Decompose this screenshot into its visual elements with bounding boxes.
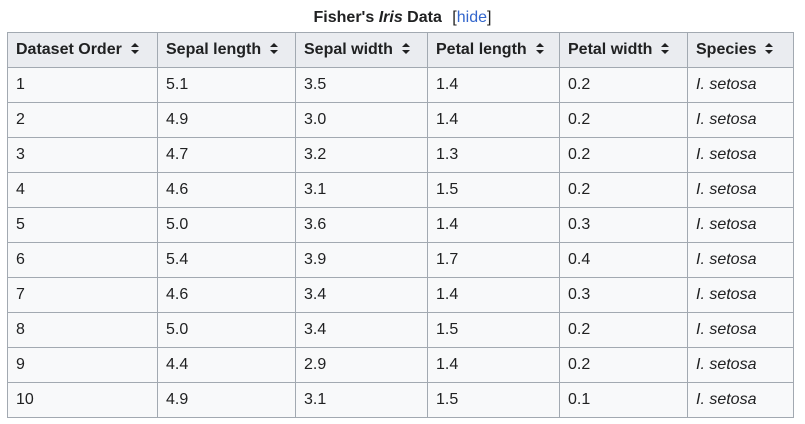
cell-petal-length: 1.4 xyxy=(427,207,560,243)
cell-sepal-width: 3.1 xyxy=(295,172,428,208)
cell-petal-width: 0.4 xyxy=(559,242,688,278)
cell-sepal-length: 4.4 xyxy=(157,347,296,383)
table-row: 6 5.4 3.9 1.7 0.4 I. setosa xyxy=(7,242,794,278)
table-row: 1 5.1 3.5 1.4 0.2 I. setosa xyxy=(7,67,794,103)
table-row: 5 5.0 3.6 1.4 0.3 I. setosa xyxy=(7,207,794,243)
sort-arrows-icon xyxy=(535,43,544,55)
hide-toggle: [hide] xyxy=(452,9,491,26)
caption-italic-iris: Iris xyxy=(378,9,403,26)
cell-petal-length: 1.4 xyxy=(427,67,560,103)
column-header-label: Dataset Order xyxy=(16,41,122,58)
table-row: 10 4.9 3.1 1.5 0.1 I. setosa xyxy=(7,382,794,418)
cell-petal-length: 1.5 xyxy=(427,172,560,208)
cell-species: I. setosa xyxy=(687,172,794,208)
cell-petal-length: 1.5 xyxy=(427,382,560,418)
table-body: 1 5.1 3.5 1.4 0.2 I. setosa 2 4.9 3.0 1.… xyxy=(7,67,794,418)
cell-sepal-width: 3.0 xyxy=(295,102,428,138)
cell-petal-width: 0.2 xyxy=(559,347,688,383)
column-header-label: Sepal width xyxy=(304,41,393,58)
cell-sepal-length: 4.7 xyxy=(157,137,296,173)
hide-bracket-close: ] xyxy=(487,9,492,26)
table-row: 7 4.6 3.4 1.4 0.3 I. setosa xyxy=(7,277,794,313)
cell-dataset-order: 8 xyxy=(7,312,158,348)
cell-petal-width: 0.2 xyxy=(559,137,688,173)
cell-petal-length: 1.7 xyxy=(427,242,560,278)
column-header-label: Species xyxy=(696,41,757,58)
column-header-sepal-length[interactable]: Sepal length xyxy=(157,32,296,68)
cell-sepal-length: 5.0 xyxy=(157,312,296,348)
cell-dataset-order: 1 xyxy=(7,67,158,103)
column-header-sepal-width[interactable]: Sepal width xyxy=(295,32,428,68)
cell-dataset-order: 7 xyxy=(7,277,158,313)
cell-dataset-order: 5 xyxy=(7,207,158,243)
cell-sepal-width: 3.2 xyxy=(295,137,428,173)
cell-sepal-width: 3.5 xyxy=(295,67,428,103)
table-row: 3 4.7 3.2 1.3 0.2 I. setosa xyxy=(7,137,794,173)
cell-petal-length: 1.4 xyxy=(427,277,560,313)
cell-sepal-length: 4.6 xyxy=(157,277,296,313)
cell-species: I. setosa xyxy=(687,67,794,103)
column-header-petal-width[interactable]: Petal width xyxy=(559,32,688,68)
sort-arrows-icon xyxy=(130,43,139,55)
cell-dataset-order: 3 xyxy=(7,137,158,173)
cell-dataset-order: 4 xyxy=(7,172,158,208)
cell-species: I. setosa xyxy=(687,242,794,278)
cell-species: I. setosa xyxy=(687,312,794,348)
cell-sepal-width: 3.4 xyxy=(295,277,428,313)
cell-sepal-width: 3.6 xyxy=(295,207,428,243)
column-header-species[interactable]: Species xyxy=(687,32,794,68)
cell-sepal-width: 3.9 xyxy=(295,242,428,278)
table-caption: Fisher's Iris Data [hide] xyxy=(0,8,805,28)
cell-sepal-width: 3.4 xyxy=(295,312,428,348)
caption-suffix: Data xyxy=(402,9,442,26)
cell-petal-length: 1.4 xyxy=(427,102,560,138)
cell-dataset-order: 6 xyxy=(7,242,158,278)
column-header-petal-length[interactable]: Petal length xyxy=(427,32,560,68)
hide-link[interactable]: hide xyxy=(456,9,487,26)
cell-petal-width: 0.2 xyxy=(559,172,688,208)
cell-petal-width: 0.2 xyxy=(559,67,688,103)
cell-dataset-order: 10 xyxy=(7,382,158,418)
cell-sepal-width: 2.9 xyxy=(295,347,428,383)
cell-species: I. setosa xyxy=(687,207,794,243)
cell-petal-length: 1.5 xyxy=(427,312,560,348)
column-header-label: Petal length xyxy=(436,41,527,58)
table-row: 8 5.0 3.4 1.5 0.2 I. setosa xyxy=(7,312,794,348)
sort-arrows-icon xyxy=(401,43,410,55)
sort-arrows-icon xyxy=(765,43,774,55)
cell-species: I. setosa xyxy=(687,277,794,313)
caption-prefix: Fisher's xyxy=(313,9,379,26)
cell-petal-width: 0.3 xyxy=(559,207,688,243)
cell-petal-width: 0.3 xyxy=(559,277,688,313)
table-row: 2 4.9 3.0 1.4 0.2 I. setosa xyxy=(7,102,794,138)
table-row: 9 4.4 2.9 1.4 0.2 I. setosa xyxy=(7,347,794,383)
header-row: Dataset Order Sepal length Sepal width P… xyxy=(7,32,794,68)
cell-petal-width: 0.2 xyxy=(559,312,688,348)
column-header-label: Petal width xyxy=(568,41,653,58)
cell-species: I. setosa xyxy=(687,102,794,138)
sort-arrows-icon xyxy=(661,43,670,55)
cell-petal-width: 0.2 xyxy=(559,102,688,138)
cell-petal-length: 1.3 xyxy=(427,137,560,173)
hide-bracket-open: [ xyxy=(452,9,457,26)
sort-arrows-icon xyxy=(270,43,279,55)
cell-sepal-length: 5.4 xyxy=(157,242,296,278)
cell-dataset-order: 9 xyxy=(7,347,158,383)
cell-species: I. setosa xyxy=(687,137,794,173)
cell-sepal-length: 4.6 xyxy=(157,172,296,208)
column-header-dataset-order[interactable]: Dataset Order xyxy=(7,32,158,68)
cell-petal-length: 1.4 xyxy=(427,347,560,383)
cell-sepal-width: 3.1 xyxy=(295,382,428,418)
cell-dataset-order: 2 xyxy=(7,102,158,138)
cell-sepal-length: 4.9 xyxy=(157,382,296,418)
cell-sepal-length: 5.0 xyxy=(157,207,296,243)
cell-sepal-length: 5.1 xyxy=(157,67,296,103)
iris-data-table: Dataset Order Sepal length Sepal width P… xyxy=(7,32,794,418)
cell-petal-width: 0.1 xyxy=(559,382,688,418)
cell-species: I. setosa xyxy=(687,382,794,418)
cell-species: I. setosa xyxy=(687,347,794,383)
table-row: 4 4.6 3.1 1.5 0.2 I. setosa xyxy=(7,172,794,208)
cell-sepal-length: 4.9 xyxy=(157,102,296,138)
column-header-label: Sepal length xyxy=(166,41,262,58)
